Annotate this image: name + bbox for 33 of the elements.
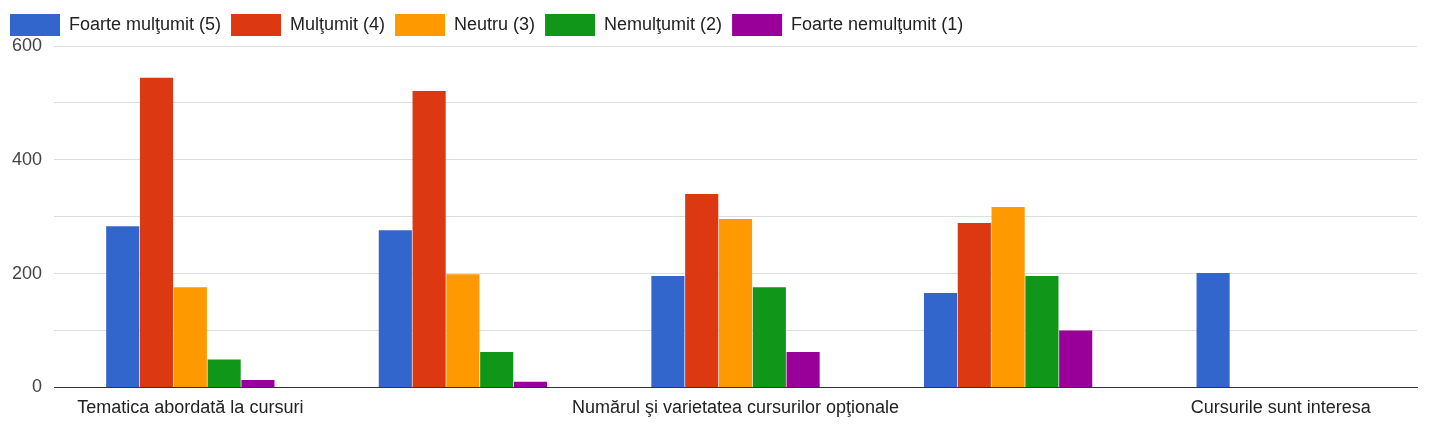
bar bbox=[786, 352, 820, 387]
bar bbox=[412, 90, 446, 387]
bar bbox=[923, 292, 958, 387]
bar bbox=[651, 275, 685, 387]
x-tick-label: Numărul şi varietatea cursurilor opţionale bbox=[571, 397, 900, 418]
bar bbox=[957, 222, 991, 387]
bar bbox=[173, 287, 207, 387]
bar bbox=[718, 218, 753, 387]
bar bbox=[685, 193, 719, 387]
legend-label: Neutru (3) bbox=[454, 13, 536, 34]
bar bbox=[752, 287, 786, 387]
legend-label: Mulţumit (4) bbox=[290, 13, 386, 34]
bar bbox=[1059, 330, 1093, 387]
bar bbox=[378, 230, 412, 387]
legend-label: Foarte mulţumit (5) bbox=[69, 13, 222, 34]
bar bbox=[1196, 273, 1230, 387]
bar bbox=[1025, 275, 1059, 387]
x-tick-label: Tematica abordată la cursuri bbox=[77, 397, 304, 418]
bar bbox=[991, 207, 1025, 387]
legend-label: Foarte nemulţumit (1) bbox=[791, 13, 964, 34]
legend-label: Nemulţumit (2) bbox=[604, 13, 723, 34]
y-tick-label: 400 bbox=[11, 148, 43, 169]
y-tick-label: 600 bbox=[11, 34, 43, 55]
bar bbox=[106, 226, 140, 387]
bar bbox=[241, 380, 275, 387]
bar bbox=[207, 359, 241, 387]
bar bbox=[139, 77, 174, 387]
bar bbox=[480, 352, 514, 387]
y-tick-label: 0 bbox=[32, 376, 43, 397]
y-tick-label: 200 bbox=[11, 262, 43, 283]
bar bbox=[513, 381, 548, 387]
bar bbox=[446, 274, 480, 387]
x-tick-label: Cursurile sunt interesa bbox=[1190, 397, 1372, 418]
